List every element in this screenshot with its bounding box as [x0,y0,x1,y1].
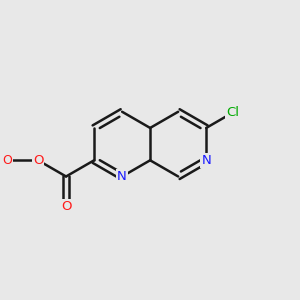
Text: N: N [117,170,127,183]
Text: N: N [201,154,211,167]
Text: O: O [61,200,71,213]
Text: Cl: Cl [226,106,239,119]
Text: O: O [2,154,12,167]
Text: O: O [33,154,43,167]
